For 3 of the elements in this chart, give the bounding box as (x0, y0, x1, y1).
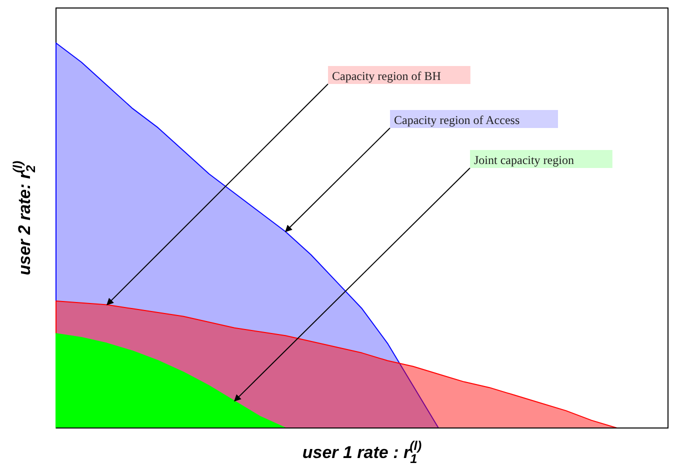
annotation: Joint capacity region (474, 153, 574, 167)
annotation: Capacity region of Access (394, 113, 520, 127)
annotation: Capacity region of BH (332, 69, 442, 83)
